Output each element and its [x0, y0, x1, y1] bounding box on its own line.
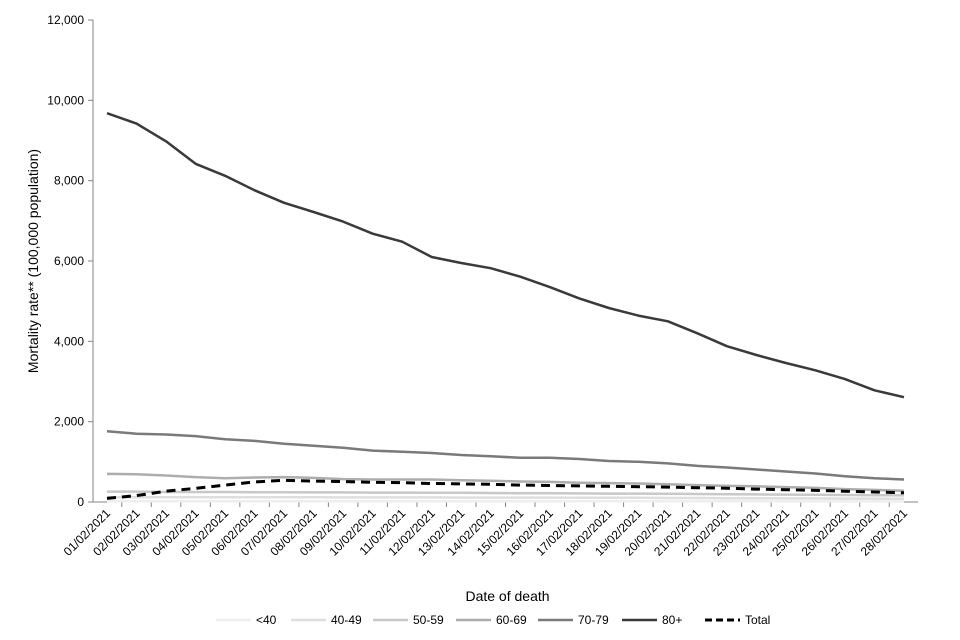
legend-label-0: <40 — [256, 613, 277, 627]
y-ticks: 0 2,000 4,000 6,000 8,000 10,000 12,000 — [47, 13, 93, 509]
y-tick-label: 12,000 — [47, 13, 84, 27]
legend-label-1: 40-49 — [331, 613, 362, 627]
legend-label-4: 70-79 — [578, 613, 609, 627]
series-line-1 — [107, 495, 905, 501]
y-tick-label: 4,000 — [54, 334, 84, 348]
series-line-2 — [107, 490, 905, 497]
y-tick-label: 8,000 — [54, 174, 84, 188]
axes — [92, 20, 918, 503]
legend-label-2: 50-59 — [413, 613, 444, 627]
legend-label-6: Total — [745, 613, 770, 627]
y-tick-label: 10,000 — [47, 93, 84, 107]
legend-label-3: 60-69 — [496, 613, 527, 627]
series-line-5 — [106, 112, 905, 399]
series-line-6 — [106, 478, 905, 500]
series-line-4 — [106, 430, 905, 481]
y-tick-label: 2,000 — [54, 415, 84, 429]
y-tick-label: 6,000 — [54, 254, 84, 268]
series-line-3 — [106, 472, 905, 493]
y-axis-title: Mortality rate** (100,000 population) — [25, 149, 41, 373]
legend-label-5: 80+ — [662, 613, 682, 627]
x-ticks: 01/02/202102/02/202103/02/202104/02/2021… — [61, 502, 910, 559]
x-axis-title: Date of death — [465, 588, 549, 604]
series-lines — [106, 112, 905, 503]
y-tick-label: 0 — [77, 495, 84, 509]
legend: <40 40-49 50-59 60-69 70-79 80+ Total — [216, 613, 770, 627]
